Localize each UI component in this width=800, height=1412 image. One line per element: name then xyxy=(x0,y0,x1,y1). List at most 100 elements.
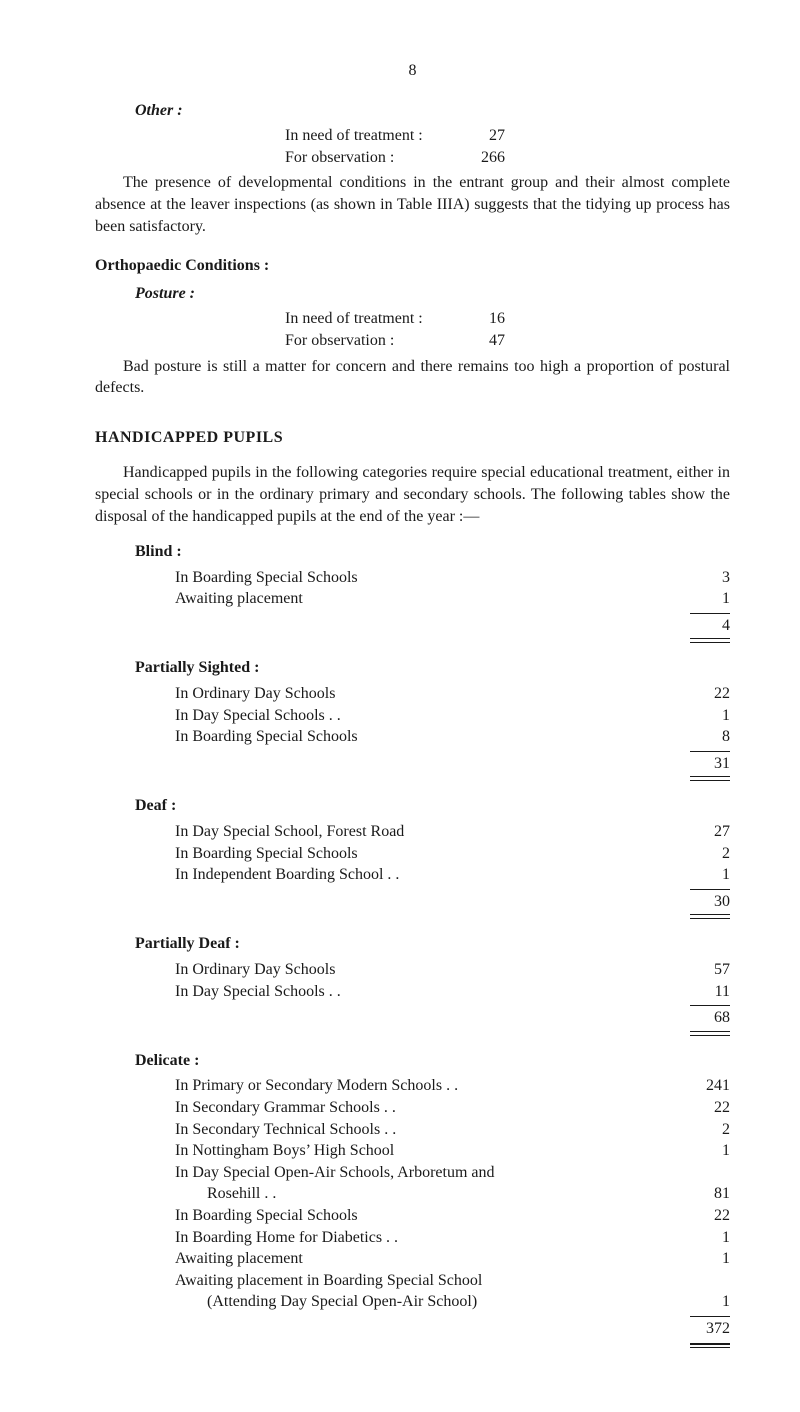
list-value: 241 xyxy=(675,1075,730,1097)
list-row: In Secondary Grammar Schools . . 22 xyxy=(175,1097,730,1119)
other-paragraph: The presence of developmental conditions… xyxy=(95,172,730,237)
list-row: In Secondary Technical Schools . . 2 xyxy=(175,1119,730,1141)
list-value: 81 xyxy=(675,1183,730,1205)
list-value: 3 xyxy=(675,567,730,589)
total-value: 4 xyxy=(675,615,730,637)
list-label: In Secondary Technical Schools . . xyxy=(175,1119,675,1141)
total-double-rule xyxy=(690,1031,730,1036)
list-value: 1 xyxy=(675,705,730,727)
stat-row: For observation : 266 xyxy=(285,147,730,169)
list-row: In Day Special School, Forest Road 27 xyxy=(175,821,730,843)
total-value: 30 xyxy=(675,891,730,913)
list-label: (Attending Day Special Open-Air School) xyxy=(175,1291,675,1313)
list-label: In Independent Boarding School . . xyxy=(175,864,675,886)
total-value: 31 xyxy=(675,753,730,775)
deaf-heading: Deaf : xyxy=(135,795,730,817)
list-label: Rosehill . . xyxy=(175,1183,675,1205)
stat-label: For observation : xyxy=(285,330,455,352)
list-label: Awaiting placement xyxy=(175,1248,675,1270)
stat-label: For observation : xyxy=(285,147,455,169)
total-rule xyxy=(690,613,730,614)
list-value: 1 xyxy=(675,1227,730,1249)
total-row: 30 xyxy=(175,891,730,913)
list-row: In Day Special Open-Air Schools, Arboret… xyxy=(175,1162,730,1184)
list-row: Awaiting placement in Boarding Special S… xyxy=(175,1270,730,1292)
list-label: In Boarding Special Schools xyxy=(175,843,675,865)
stat-value: 266 xyxy=(455,147,505,169)
list-label: In Boarding Home for Diabetics . . xyxy=(175,1227,675,1249)
list-value: 57 xyxy=(675,959,730,981)
list-row: Awaiting placement 1 xyxy=(175,588,730,610)
list-label: In Day Special Open-Air Schools, Arboret… xyxy=(175,1162,675,1184)
total-double-rule xyxy=(690,776,730,781)
other-stats: In need of treatment : 27 For observatio… xyxy=(285,125,730,168)
partially-sighted-list: In Ordinary Day Schools 22 In Day Specia… xyxy=(175,683,730,781)
list-label: Awaiting placement xyxy=(175,588,675,610)
list-label: In Ordinary Day Schools xyxy=(175,683,675,705)
list-label: In Boarding Special Schools xyxy=(175,1205,675,1227)
list-label: In Day Special Schools . . xyxy=(175,981,675,1003)
list-label: In Nottingham Boys’ High School xyxy=(175,1140,675,1162)
page-container: 8 Other : In need of treatment : 27 For … xyxy=(0,0,800,1412)
partially-sighted-heading: Partially Sighted : xyxy=(135,657,730,679)
delicate-list: In Primary or Secondary Modern Schools .… xyxy=(175,1075,730,1347)
page-number: 8 xyxy=(95,60,730,82)
orthopaedic-paragraph: Bad posture is still a matter for concer… xyxy=(95,356,730,399)
list-value: 22 xyxy=(675,683,730,705)
list-value: 1 xyxy=(675,588,730,610)
partially-deaf-heading: Partially Deaf : xyxy=(135,933,730,955)
list-value: 2 xyxy=(675,843,730,865)
list-label: In Day Special School, Forest Road xyxy=(175,821,675,843)
deaf-list: In Day Special School, Forest Road 27 In… xyxy=(175,821,730,919)
list-value: 2 xyxy=(675,1119,730,1141)
list-value: 11 xyxy=(675,981,730,1003)
total-rule xyxy=(690,1005,730,1006)
total-double-rule xyxy=(690,638,730,643)
delicate-heading: Delicate : xyxy=(135,1050,730,1072)
total-value: 68 xyxy=(675,1007,730,1029)
list-row: In Boarding Special Schools 8 xyxy=(175,726,730,748)
stat-value: 16 xyxy=(455,308,505,330)
list-value: 8 xyxy=(675,726,730,748)
total-double-rule xyxy=(690,1343,730,1348)
list-row: In Ordinary Day Schools 22 xyxy=(175,683,730,705)
list-label: Awaiting placement in Boarding Special S… xyxy=(175,1270,675,1292)
handicapped-heading: HANDICAPPED PUPILS xyxy=(95,427,730,449)
total-row: 31 xyxy=(175,753,730,775)
list-value: 1 xyxy=(675,1248,730,1270)
stat-label: In need of treatment : xyxy=(285,308,455,330)
list-label: In Boarding Special Schools xyxy=(175,567,675,589)
list-value: 22 xyxy=(675,1205,730,1227)
list-value: 27 xyxy=(675,821,730,843)
orthopaedic-sub: Posture : xyxy=(135,283,730,305)
list-row: In Primary or Secondary Modern Schools .… xyxy=(175,1075,730,1097)
total-row: 372 xyxy=(175,1318,730,1340)
stat-row: In need of treatment : 16 xyxy=(285,308,730,330)
orthopaedic-heading: Orthopaedic Conditions : xyxy=(95,255,730,277)
list-row: Awaiting placement 1 xyxy=(175,1248,730,1270)
list-row: In Nottingham Boys’ High School 1 xyxy=(175,1140,730,1162)
total-value: 372 xyxy=(675,1318,730,1340)
total-row: 68 xyxy=(175,1007,730,1029)
list-row: In Ordinary Day Schools 57 xyxy=(175,959,730,981)
handicapped-intro: Handicapped pupils in the following cate… xyxy=(95,462,730,527)
total-rule xyxy=(690,889,730,890)
list-row: Rosehill . . 81 xyxy=(175,1183,730,1205)
list-row: (Attending Day Special Open-Air School) … xyxy=(175,1291,730,1313)
total-rule xyxy=(690,1316,730,1317)
list-row: In Boarding Special Schools 3 xyxy=(175,567,730,589)
total-rule xyxy=(690,751,730,752)
list-value: 1 xyxy=(675,864,730,886)
list-value: 22 xyxy=(675,1097,730,1119)
orthopaedic-stats: In need of treatment : 16 For observatio… xyxy=(285,308,730,351)
total-row: 4 xyxy=(175,615,730,637)
total-double-rule xyxy=(690,914,730,919)
other-heading: Other : xyxy=(135,100,730,122)
blind-heading: Blind : xyxy=(135,541,730,563)
stat-row: For observation : 47 xyxy=(285,330,730,352)
stat-value: 27 xyxy=(455,125,505,147)
stat-label: In need of treatment : xyxy=(285,125,455,147)
list-row: In Boarding Special Schools 22 xyxy=(175,1205,730,1227)
list-label: In Ordinary Day Schools xyxy=(175,959,675,981)
list-row: In Day Special Schools . . 1 xyxy=(175,705,730,727)
